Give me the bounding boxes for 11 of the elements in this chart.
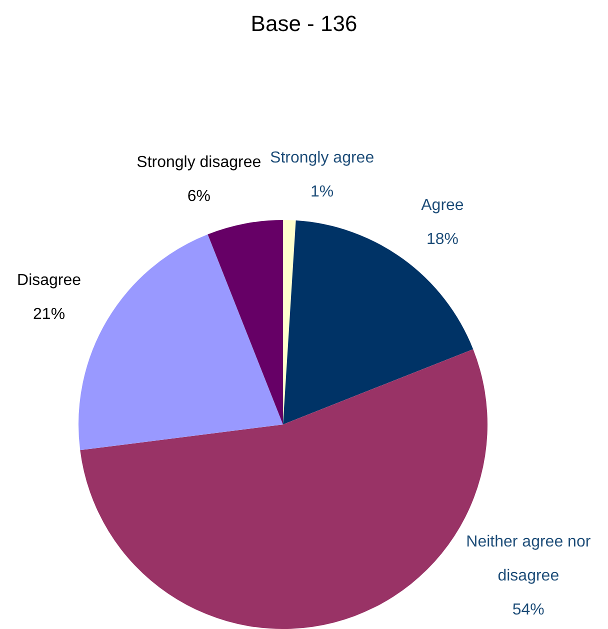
slice-label: Neither agree nor disagree — [466, 533, 592, 584]
chart-title: Base - 136 — [250, 11, 358, 36]
data-label: 6% — [187, 188, 210, 205]
data-label: 18% — [426, 231, 458, 248]
slice-label: Strongly disagree — [136, 154, 262, 171]
slice-label: Agree — [421, 197, 464, 214]
slice-label: Disagree — [17, 272, 82, 289]
data-label: 21% — [33, 306, 66, 323]
data-label: 1% — [310, 184, 334, 201]
slice-label: Strongly agree — [270, 150, 374, 167]
data-label: 54% — [512, 601, 544, 618]
